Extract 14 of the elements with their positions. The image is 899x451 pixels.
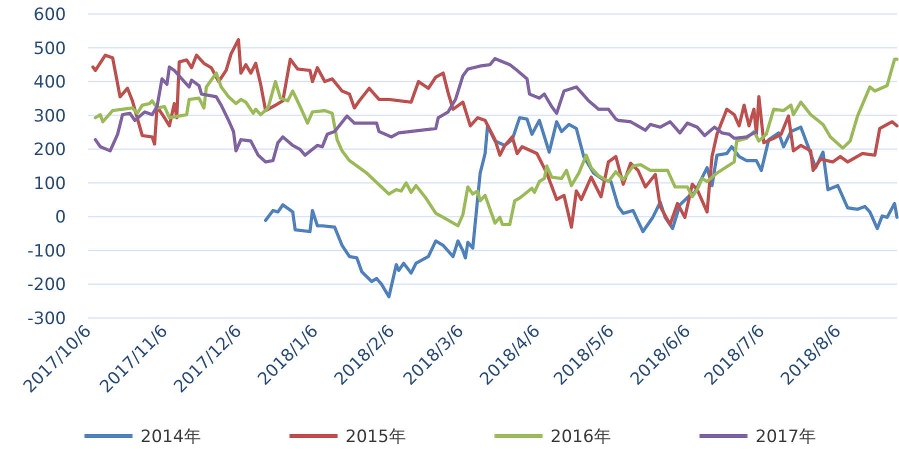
- y-tick-label: 500: [34, 38, 66, 59]
- legend-label: 2015年: [346, 427, 406, 447]
- legend-label: 2014年: [140, 427, 201, 447]
- y-tick-label: -300: [27, 309, 66, 329]
- y-tick-label: 0: [55, 208, 66, 228]
- y-tick-label: 200: [34, 140, 66, 160]
- legend-label: 2016年: [550, 427, 611, 447]
- y-tick-label: 100: [34, 174, 66, 194]
- y-tick-label: 300: [34, 106, 66, 126]
- y-tick-label: 400: [34, 72, 66, 93]
- legend-label: 2017年: [756, 427, 816, 447]
- y-tick-label: -100: [27, 241, 66, 262]
- y-tick-label: -200: [27, 275, 66, 296]
- y-tick-label: 600: [34, 5, 66, 25]
